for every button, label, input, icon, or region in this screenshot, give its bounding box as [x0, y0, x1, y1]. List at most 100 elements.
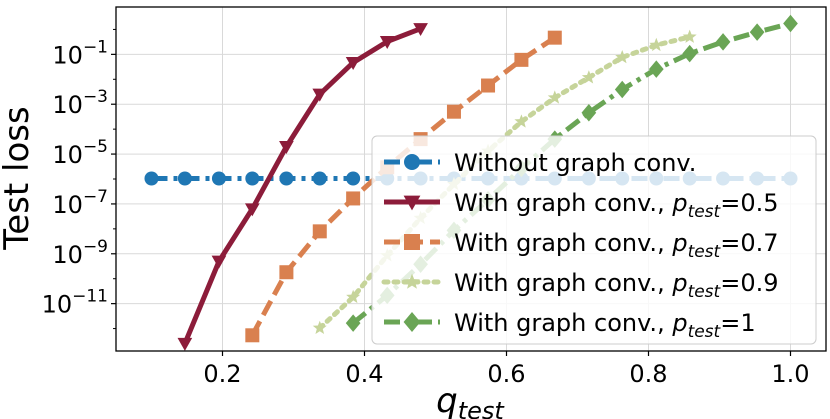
y-tick-label: 10−5 — [52, 137, 108, 169]
legend-label-value: =0.7 — [720, 229, 778, 257]
y-axis-title: Test loss — [0, 106, 37, 250]
legend-label-p: p — [671, 229, 687, 257]
legend-label: With graph conv., ptest=0.9 — [454, 269, 779, 302]
x-axis-ticks: 0.2 0.4 0.6 0.8 1.0 — [203, 351, 810, 388]
data-point-triangle-down — [279, 140, 294, 154]
data-point-diamond — [345, 314, 361, 332]
data-point-circle — [144, 171, 159, 186]
data-point-diamond — [715, 33, 731, 51]
x-axis-title-subscript: test — [458, 397, 506, 419]
legend-label-p: p — [671, 269, 687, 297]
y-tick-label-exponent: −3 — [83, 87, 108, 107]
y-tick-label: 10−11 — [42, 287, 108, 319]
y-tick-label-exponent: −9 — [83, 237, 108, 257]
legend-label: With graph conv., ptest=0.5 — [454, 189, 779, 222]
data-point-triangle-down — [379, 36, 395, 49]
y-tick-label-base: 10 — [42, 291, 73, 319]
x-tick-label: 0.4 — [345, 360, 383, 388]
legend-entry: With graph conv., ptest=0.9 — [381, 269, 779, 302]
data-point-triangle-down — [345, 56, 361, 70]
data-point-triangle-down — [413, 23, 428, 37]
legend-entry: With graph conv., ptest=0.7 — [384, 229, 779, 262]
data-point-square — [245, 328, 260, 343]
x-tick-label: 1.0 — [771, 360, 809, 388]
data-point-square — [446, 104, 461, 119]
data-point-star — [547, 90, 562, 104]
y-tick-label-exponent: −11 — [72, 287, 108, 307]
legend-label-main: With graph conv., — [454, 229, 672, 257]
x-tick-label: 0.8 — [629, 360, 667, 388]
legend-entry: Without graph conv. — [384, 149, 696, 177]
y-tick-label: 10−1 — [52, 37, 108, 69]
legend-entry: With graph conv., ptest=0.5 — [384, 189, 779, 222]
y-tick-label-exponent: −7 — [83, 187, 108, 207]
y-tick-label-base: 10 — [52, 241, 83, 269]
y-tick-label: 10−3 — [52, 87, 108, 119]
legend-label-sub: test — [688, 282, 722, 302]
x-tick-label: 0.6 — [487, 360, 525, 388]
data-point-diamond — [581, 103, 597, 122]
data-point-triangle-down — [177, 337, 193, 351]
x-axis-title-var: q — [436, 381, 458, 419]
y-tick-label-exponent: −1 — [83, 37, 108, 57]
data-point-star — [682, 29, 697, 43]
data-point-star — [581, 70, 596, 84]
data-point-star — [615, 50, 630, 64]
data-point-diamond — [783, 14, 798, 33]
data-point-diamond — [749, 23, 765, 41]
data-point-diamond — [614, 80, 630, 99]
y-tick-label-base: 10 — [52, 41, 83, 69]
data-point-circle — [346, 171, 361, 186]
legend-label-p: p — [671, 189, 687, 217]
data-point-square — [312, 224, 327, 239]
data-point-circle — [245, 171, 260, 186]
data-point-triangle-down — [211, 255, 227, 269]
data-point-star — [404, 273, 420, 289]
legend: Without graph conv.With graph conv., pte… — [371, 135, 817, 345]
data-point-diamond — [403, 312, 421, 332]
y-axis-ticks: 10−110−310−510−710−910−11 — [42, 28, 116, 330]
data-point-circle — [312, 171, 327, 186]
legend-label: Without graph conv. — [454, 149, 696, 177]
y-tick-label-exponent: −5 — [83, 137, 108, 157]
data-point-circle — [177, 171, 192, 186]
legend-label-main: With graph conv., — [454, 269, 672, 297]
legend-label-sub: test — [688, 322, 722, 342]
data-point-star — [346, 289, 361, 304]
data-point-square — [547, 30, 562, 45]
legend-label-sub: test — [688, 202, 722, 222]
y-tick-label: 10−7 — [52, 187, 108, 219]
legend-label-value: =1 — [720, 309, 755, 337]
data-point-star — [649, 37, 664, 52]
legend-box — [371, 135, 817, 345]
data-point-square — [481, 78, 496, 93]
x-tick-label: 0.2 — [203, 360, 241, 388]
data-point-triangle-down — [244, 203, 260, 217]
y-tick-label-base: 10 — [52, 91, 83, 119]
legend-label: With graph conv., ptest=0.7 — [454, 229, 779, 262]
data-point-star — [312, 320, 327, 335]
x-axis-title: qtest — [436, 381, 505, 419]
legend-label-p: p — [671, 309, 687, 337]
data-point-circle — [279, 171, 294, 186]
y-tick-label: 10−9 — [52, 237, 108, 269]
legend-label-sub: test — [688, 242, 722, 262]
legend-label: With graph conv., ptest=1 — [454, 309, 756, 342]
y-tick-label-base: 10 — [52, 191, 83, 219]
data-point-square — [346, 191, 361, 206]
series-line — [182, 26, 422, 345]
legend-label-value: =0.5 — [720, 189, 778, 217]
data-point-square — [279, 265, 294, 280]
data-point-square — [514, 52, 529, 67]
data-point-square — [404, 234, 420, 250]
data-point-triangle-down — [312, 88, 328, 102]
legend-entry: With graph conv., ptest=1 — [384, 309, 756, 342]
y-axis-title-text: Test loss — [0, 106, 37, 250]
data-point-diamond — [682, 44, 698, 63]
legend-label-value: =0.9 — [720, 269, 778, 297]
data-point-triangle-down — [403, 195, 421, 211]
data-point-star — [514, 114, 529, 128]
legend-label-main: With graph conv., — [454, 309, 672, 337]
data-point-diamond — [648, 60, 664, 78]
